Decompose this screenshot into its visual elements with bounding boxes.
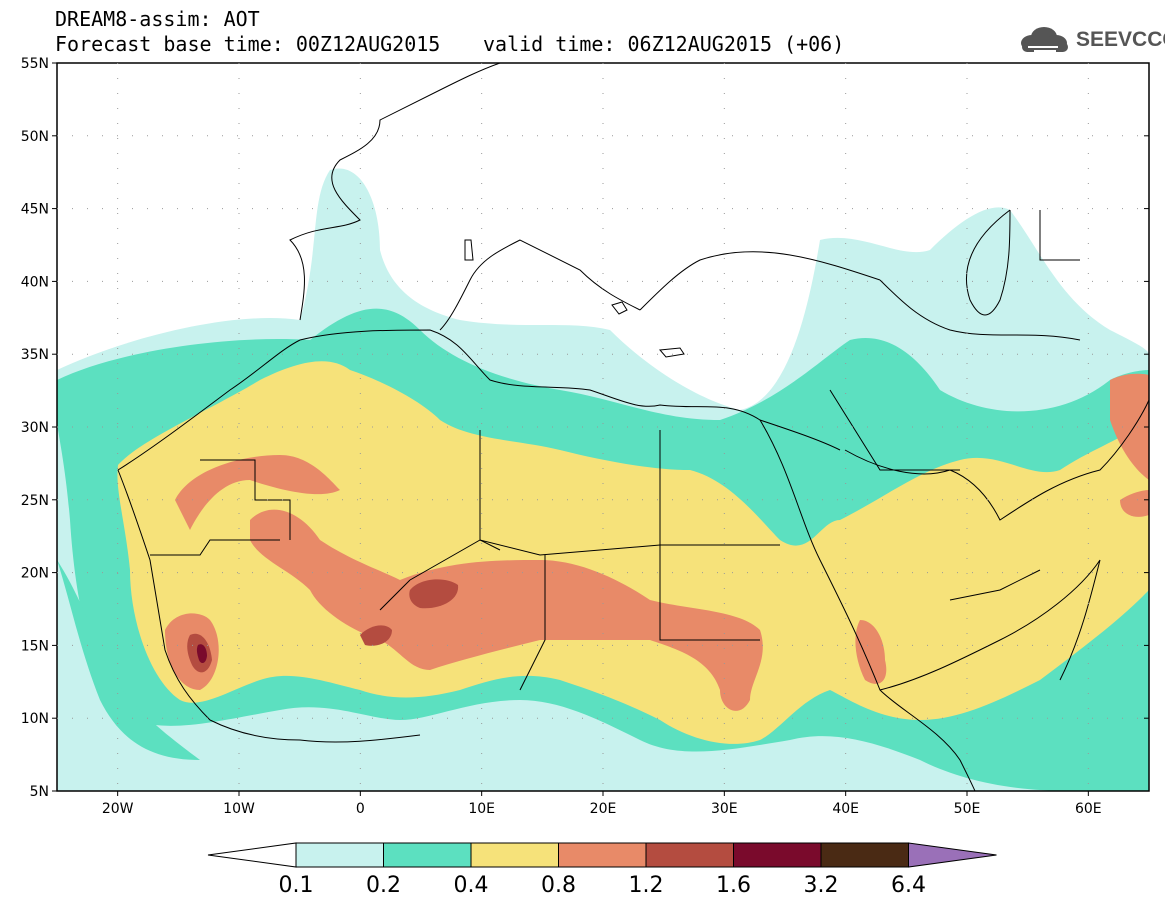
- lon-tick-label: 0: [356, 801, 365, 817]
- colorbar-level-label: 3.2: [804, 873, 839, 898]
- colorbar-swatch: [645, 842, 734, 868]
- lat-tick-label: 55N: [21, 56, 49, 72]
- colorbar: 0.1 0.2 0.4 0.8 1.2 1.6 3.2 6.4: [207, 842, 997, 898]
- lat-tick-label: 35N: [21, 347, 49, 363]
- lat-tick-label: 5N: [30, 784, 49, 800]
- lat-tick-label: 50N: [21, 129, 49, 145]
- colorbar-level-label: 6.4: [891, 873, 926, 898]
- aot-level-1-6: [196, 644, 207, 664]
- lon-tick-label: 50E: [954, 801, 981, 817]
- colorbar-level-label: 0.4: [454, 873, 489, 898]
- lon-tick-label: 60E: [1075, 801, 1102, 817]
- colorbar-swatch: [470, 842, 559, 868]
- lat-tick-label: 10N: [21, 711, 49, 727]
- valid-time: valid time: 06Z12AUG2015 (+06): [483, 32, 845, 56]
- latitude-axis: 55N 50N 45N 40N 35N 30N 25N 20N 15N 10N 5N: [21, 56, 1149, 800]
- colorbar-swatch: [733, 842, 822, 868]
- colorbar-swatch: [820, 842, 909, 868]
- colorbar-under-triangle: [207, 842, 297, 868]
- lat-tick-label: 40N: [21, 274, 49, 290]
- islands: [464, 239, 685, 358]
- lon-tick-label: 40E: [832, 801, 859, 817]
- coastlines: [117, 63, 1149, 791]
- lat-tick-label: 25N: [21, 493, 49, 509]
- aot-field: [57, 63, 1149, 791]
- lat-tick-label: 45N: [21, 202, 49, 218]
- map-title: DREAM8-assim: AOT: [55, 7, 260, 31]
- colorbar-level-label: 0.2: [366, 873, 401, 898]
- longitude-axis: 20W 10W 0 10E 20E 30E 40E 50E 60E: [102, 63, 1102, 817]
- lat-tick-label: 30N: [21, 420, 49, 436]
- seevccc-logo: SEEVCCC: [1018, 24, 1165, 58]
- lat-tick-label: 20N: [21, 566, 49, 582]
- lat-tick-label: 15N: [21, 638, 49, 654]
- logo-text: SEEVCCC: [1076, 28, 1165, 51]
- colorbar-swatch: [558, 842, 647, 868]
- colorbar-level-label: 0.8: [541, 873, 576, 898]
- lon-tick-label: 30E: [711, 801, 738, 817]
- lon-tick-label: 10E: [468, 801, 495, 817]
- borders: [150, 210, 1080, 691]
- lon-tick-label: 10W: [223, 801, 255, 817]
- colorbar-over-triangle: [908, 842, 997, 868]
- colorbar-level-label: 0.1: [279, 873, 314, 898]
- colorbar-swatch: [295, 842, 384, 868]
- forecast-base-time: Forecast base time: 00Z12AUG2015: [55, 32, 441, 56]
- lon-tick-label: 20W: [102, 801, 134, 817]
- colorbar-level-label: 1.6: [716, 873, 751, 898]
- cloud-icon: [1021, 27, 1068, 52]
- colorbar-swatch: [383, 842, 472, 868]
- lon-tick-label: 20E: [590, 801, 617, 817]
- aot-level-0-4: [117, 361, 1149, 744]
- colorbar-level-label: 1.2: [629, 873, 664, 898]
